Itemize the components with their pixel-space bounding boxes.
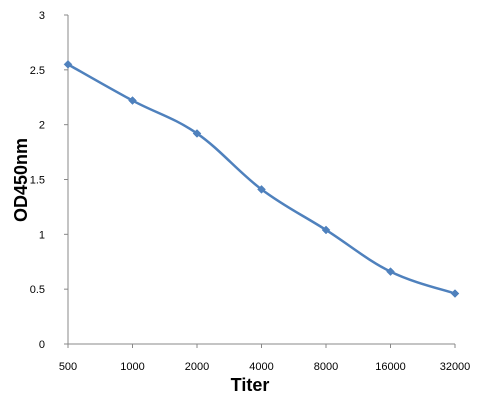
x-tick-label: 32000 xyxy=(440,361,471,373)
y-tick-label: 2 xyxy=(39,120,45,132)
x-tick-label: 4000 xyxy=(249,361,273,373)
y-tick-label: 0 xyxy=(39,339,45,351)
y-tick-label: 2.5 xyxy=(30,65,45,77)
series-line xyxy=(66,63,457,295)
x-tick-labels: 500 1000 2000 4000 8000 16000 32000 xyxy=(59,361,470,373)
data-point-marker xyxy=(321,225,331,235)
y-axis-title: OD450nm xyxy=(11,138,31,222)
x-tick-label: 1000 xyxy=(120,361,144,373)
y-tick-label: 3 xyxy=(39,10,45,22)
data-point-marker xyxy=(386,267,395,276)
x-tick-label: 8000 xyxy=(314,361,338,373)
series xyxy=(63,59,460,298)
y-tick-label: 0.5 xyxy=(30,284,45,296)
y-tick-label: 1.5 xyxy=(30,175,45,187)
x-tick-label: 2000 xyxy=(185,361,209,373)
y-tick-labels: 0 0.5 1 1.5 2 2.5 3 xyxy=(30,10,45,351)
x-axis-title: Titer xyxy=(231,375,270,395)
y-tick-label: 1 xyxy=(39,229,45,241)
data-point-marker xyxy=(128,96,137,105)
x-tick-label: 16000 xyxy=(375,361,406,373)
data-point-marker xyxy=(450,289,460,298)
axes xyxy=(64,14,456,348)
data-point-marker xyxy=(63,59,73,69)
data-point-marker xyxy=(257,185,266,194)
x-tick-label: 500 xyxy=(59,361,77,373)
data-point-marker xyxy=(192,129,202,138)
